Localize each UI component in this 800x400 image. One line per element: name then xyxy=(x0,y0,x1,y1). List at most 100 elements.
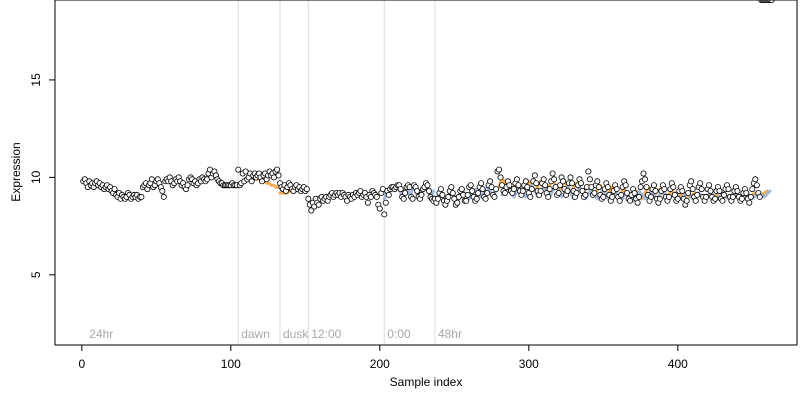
data-point xyxy=(510,186,517,193)
data-point xyxy=(656,195,663,202)
data-point xyxy=(698,186,705,193)
y-axis: 5 10 15 xyxy=(29,73,56,278)
data-point xyxy=(315,201,322,208)
data-point xyxy=(482,195,489,202)
data-point xyxy=(160,193,167,200)
data-point xyxy=(545,193,552,200)
data-point xyxy=(557,182,564,189)
data-point xyxy=(414,187,421,194)
data-point xyxy=(631,189,638,196)
data-point xyxy=(725,186,732,193)
data-point xyxy=(437,186,444,193)
data-point xyxy=(609,193,616,200)
region-label: dawn xyxy=(241,327,270,341)
data-point xyxy=(703,193,710,200)
data-point xyxy=(683,197,690,204)
data-point xyxy=(594,178,601,185)
data-point xyxy=(439,191,446,198)
data-point xyxy=(627,197,634,204)
data-point xyxy=(661,186,668,193)
data-point xyxy=(469,187,476,194)
data-point xyxy=(464,191,471,198)
data-point xyxy=(674,195,681,202)
data-point xyxy=(463,197,470,204)
data-point xyxy=(591,189,598,196)
x-tick-label: 0 xyxy=(78,357,85,371)
data-point xyxy=(729,193,736,200)
data-point xyxy=(640,170,647,177)
data-point xyxy=(522,178,529,185)
data-point xyxy=(746,199,753,206)
data-point xyxy=(448,184,455,191)
data-point xyxy=(636,193,643,200)
data-point xyxy=(671,191,678,198)
data-point xyxy=(434,195,441,202)
data-point xyxy=(479,186,486,193)
data-point xyxy=(159,187,166,194)
data-point xyxy=(622,182,629,189)
data-point xyxy=(528,186,535,193)
data-point xyxy=(600,193,607,200)
data-point xyxy=(542,182,549,189)
x-tick-label: 100 xyxy=(221,357,241,371)
data-point xyxy=(564,187,571,194)
data-point xyxy=(381,211,388,218)
data-point xyxy=(487,178,494,185)
data-point xyxy=(305,195,312,202)
data-point xyxy=(707,187,714,194)
data-point xyxy=(670,184,677,191)
data-point xyxy=(706,182,713,189)
data-point xyxy=(449,189,456,196)
data-point xyxy=(400,195,407,202)
data-point xyxy=(501,189,508,196)
data-point xyxy=(579,187,586,194)
data-point xyxy=(604,184,611,191)
data-point xyxy=(613,186,620,193)
data-point xyxy=(738,195,745,202)
data-point xyxy=(756,193,763,200)
data-point xyxy=(495,166,502,173)
data-point xyxy=(694,191,701,198)
data-point xyxy=(531,172,538,179)
data-point xyxy=(506,182,513,189)
data-point xyxy=(747,193,754,200)
data-point xyxy=(373,193,380,200)
y-tick-label: 5 xyxy=(29,271,43,278)
data-point xyxy=(578,180,585,187)
data-point xyxy=(385,191,392,198)
data-point xyxy=(458,186,465,193)
data-point xyxy=(616,197,623,204)
data-point xyxy=(402,189,409,196)
data-point xyxy=(235,166,242,173)
data-point xyxy=(648,193,655,200)
data-point xyxy=(549,170,556,177)
data-point xyxy=(376,205,383,212)
data-point xyxy=(719,197,726,204)
region-label: dusk xyxy=(283,327,309,341)
data-point xyxy=(418,191,425,198)
data-point xyxy=(111,186,118,193)
data-points xyxy=(80,0,775,218)
data-point xyxy=(425,187,432,194)
x-axis: 0 100 200 300 400 xyxy=(78,344,688,371)
plot-frame xyxy=(54,0,798,346)
data-point xyxy=(409,195,416,202)
data-point xyxy=(473,195,480,202)
region-label: 12:00 xyxy=(311,327,341,341)
x-tick-label: 300 xyxy=(519,357,539,371)
data-point xyxy=(497,174,504,181)
data-point xyxy=(569,180,576,187)
data-point xyxy=(484,189,491,196)
y-tick-label: 15 xyxy=(29,73,43,87)
x-tick-label: 200 xyxy=(370,357,390,371)
data-point xyxy=(275,172,282,179)
data-point xyxy=(138,193,145,200)
data-point xyxy=(454,199,461,206)
data-point xyxy=(716,187,723,194)
data-point xyxy=(585,168,592,175)
data-point xyxy=(749,186,756,193)
data-point xyxy=(308,207,315,214)
data-point xyxy=(519,187,526,194)
data-point xyxy=(567,174,574,181)
data-point xyxy=(184,182,191,189)
